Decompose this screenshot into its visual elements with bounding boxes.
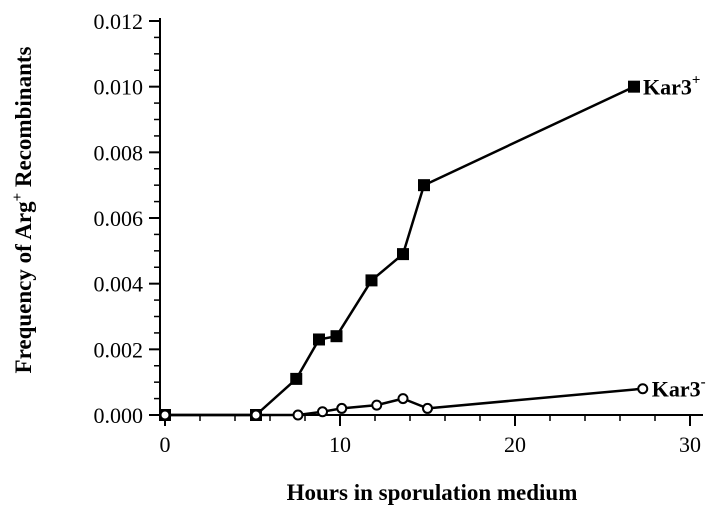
y-tick-label: 0.002 bbox=[94, 337, 144, 362]
data-point-square bbox=[628, 80, 640, 93]
y-axis-title-rest: Recombinants bbox=[11, 46, 36, 192]
data-point-circle bbox=[422, 402, 433, 414]
y-tick-label: 0.006 bbox=[94, 206, 144, 231]
data-point-circle bbox=[250, 409, 262, 421]
data-point-circle bbox=[317, 406, 328, 418]
data-point-circle bbox=[159, 409, 171, 421]
data-point-square bbox=[290, 372, 303, 385]
data-point-circle bbox=[371, 399, 383, 411]
series-label-0: Kar3+ bbox=[643, 73, 700, 100]
y-tick-label: 0.010 bbox=[94, 75, 144, 100]
data-point-circle bbox=[292, 409, 304, 421]
y-axis-title-sup: + bbox=[10, 193, 26, 202]
series-label-text: Kar3 bbox=[652, 377, 701, 402]
y-tick-label: 0.012 bbox=[94, 9, 144, 34]
y-tick-label: 0.004 bbox=[94, 272, 144, 297]
series-label-sup: + bbox=[692, 73, 701, 89]
x-tick-label: 0 bbox=[160, 432, 171, 457]
y-axis-title-main: Frequency of Arg bbox=[11, 201, 36, 374]
x-axis-title: Hours in sporulation medium bbox=[287, 480, 578, 505]
series-label-text: Kar3 bbox=[643, 75, 692, 100]
series-label-sup: - bbox=[701, 375, 706, 391]
x-tick-label: 10 bbox=[329, 432, 351, 457]
x-tick-label: 20 bbox=[504, 432, 526, 457]
x-tick-label: 30 bbox=[679, 432, 701, 457]
data-point-square bbox=[330, 330, 343, 343]
data-point-circle bbox=[637, 383, 649, 395]
data-point-square bbox=[418, 179, 430, 192]
markers bbox=[159, 80, 649, 421]
labels: Hours in sporulation medium Frequency of… bbox=[10, 46, 706, 505]
data-point-circle bbox=[336, 402, 348, 414]
data-point-square bbox=[313, 333, 325, 346]
series-label-1: Kar3- bbox=[652, 375, 706, 402]
y-tick-label: 0.000 bbox=[94, 403, 144, 428]
data-point-square bbox=[365, 274, 378, 287]
axes bbox=[159, 18, 703, 418]
y-axis-title: Frequency of Arg+ Recombinants bbox=[10, 46, 36, 373]
ticks: 0.000 0.002 0.004 0.006 0.008 0.010 0.012 0 10 20… bbox=[94, 9, 702, 457]
data-point-square bbox=[397, 248, 409, 261]
data-point-circle bbox=[397, 393, 409, 405]
y-tick-label: 0.008 bbox=[94, 140, 144, 165]
